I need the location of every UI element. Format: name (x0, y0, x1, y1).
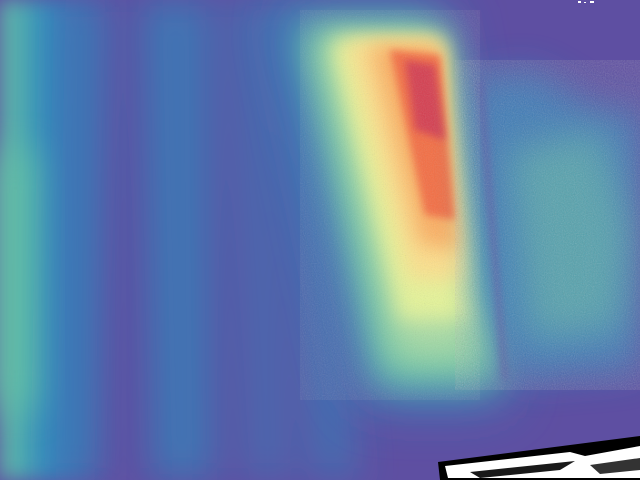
top-right-specks (578, 1, 594, 3)
bottom-right-artifact (438, 436, 640, 480)
right-speckle-region (300, 10, 640, 400)
